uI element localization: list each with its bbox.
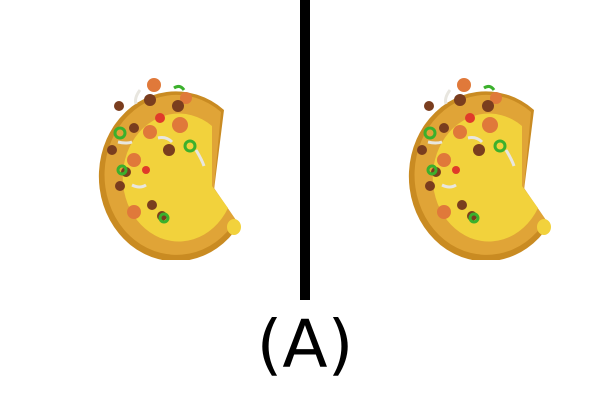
pizza-right-image xyxy=(407,76,553,260)
pizza-right-panel xyxy=(384,40,554,260)
vertical-divider xyxy=(300,0,310,300)
pizza-left-panel xyxy=(74,40,244,260)
pizza-left-image xyxy=(97,76,243,260)
option-label: (A) xyxy=(256,306,354,383)
